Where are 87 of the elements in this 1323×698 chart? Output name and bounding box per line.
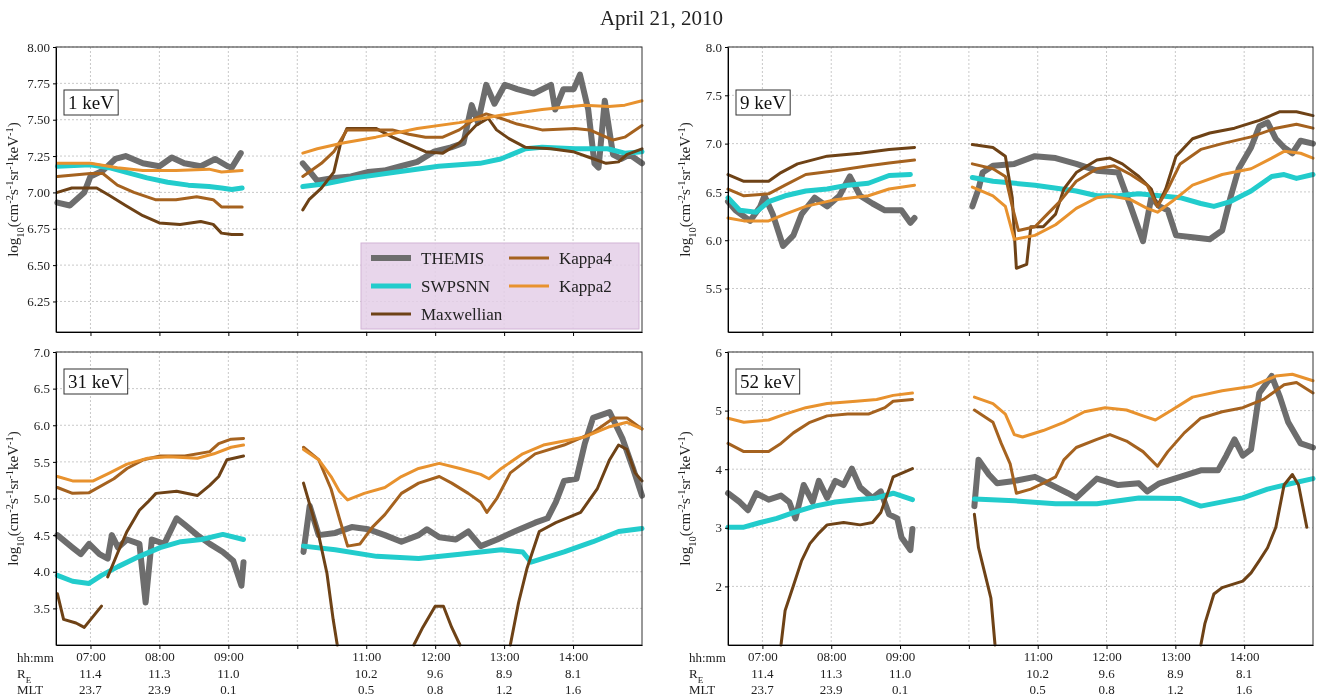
panel-label: 31 keV bbox=[63, 368, 129, 395]
y-tick-label: 7.50 bbox=[27, 112, 50, 128]
y-tick-label: 4 bbox=[715, 461, 723, 477]
text: 23.7 bbox=[751, 681, 775, 697]
x-tick-label: 13:00 bbox=[1161, 649, 1191, 665]
text: 1.2 bbox=[495, 681, 513, 697]
text: 10.2 bbox=[1026, 665, 1050, 681]
text: 0.1 bbox=[220, 681, 237, 697]
text: 11.0 bbox=[888, 665, 912, 681]
x-tick-label: 08:00 bbox=[145, 649, 175, 665]
annotation: 31 keV bbox=[68, 371, 124, 392]
text: R$_{E}$ bbox=[17, 665, 32, 685]
annotation: 9 keV bbox=[740, 92, 787, 113]
text: 1.2 bbox=[1167, 681, 1184, 697]
annotation: 52 keV bbox=[740, 371, 796, 392]
x-tick-label: 07:00 bbox=[748, 649, 778, 665]
text: 11.0 bbox=[217, 665, 240, 681]
x-tick-label: 13:00 bbox=[489, 649, 520, 665]
y-tick-label: 5.0 bbox=[33, 491, 50, 507]
y-tick-label: 5.5 bbox=[33, 454, 50, 470]
x-tick-label: 14:00 bbox=[558, 649, 589, 665]
panel-label: 9 keV bbox=[735, 89, 791, 116]
legend-label: Maxwellian bbox=[421, 305, 503, 324]
y-tick-label: 2 bbox=[715, 579, 722, 595]
text: 0.8 bbox=[1098, 681, 1115, 697]
chart-title: April 21, 2010 bbox=[599, 6, 724, 30]
text: 11.3 bbox=[820, 665, 843, 681]
y-tick-label: 7.0 bbox=[705, 136, 722, 152]
text: 23.9 bbox=[148, 681, 171, 697]
text: 8.1 bbox=[564, 665, 582, 681]
y-tick-label: 7.00 bbox=[27, 185, 50, 201]
text: 9.6 bbox=[427, 665, 444, 681]
x-tick-label: 07:00 bbox=[76, 649, 106, 665]
legend-label: SWPSNN bbox=[421, 277, 490, 296]
text: 11.4 bbox=[79, 665, 103, 681]
x-tick-label: 11:00 bbox=[1023, 649, 1053, 665]
text: 11.3 bbox=[148, 665, 171, 681]
x-tick-label: 11:00 bbox=[352, 649, 382, 665]
text: R$_{E}$ bbox=[689, 665, 704, 685]
x-tick-label: 09:00 bbox=[885, 649, 916, 665]
legend-label: Kappa2 bbox=[559, 277, 612, 296]
text: 8.1 bbox=[1236, 665, 1253, 681]
panel-label: 52 keV bbox=[735, 368, 801, 395]
x-tick-label: 14:00 bbox=[1229, 649, 1260, 665]
y-tick-label: 6.0 bbox=[33, 417, 50, 433]
y-tick-label: 7.25 bbox=[27, 148, 50, 164]
text: 23.7 bbox=[79, 681, 103, 697]
text: 0.1 bbox=[891, 681, 909, 697]
text: 8.9 bbox=[495, 665, 513, 681]
y-tick-label: 3.5 bbox=[33, 601, 50, 617]
y-tick-label: 7.75 bbox=[27, 76, 50, 92]
x-tick-label: 09:00 bbox=[214, 649, 244, 665]
text: 1.6 bbox=[564, 681, 582, 697]
text: 9.6 bbox=[1098, 665, 1116, 681]
text: 1.6 bbox=[1236, 681, 1253, 697]
text: hh:mm bbox=[689, 650, 726, 665]
text: 0.5 bbox=[358, 681, 375, 697]
x-tick-label: 12:00 bbox=[1092, 649, 1122, 665]
y-tick-label: 8.0 bbox=[705, 39, 722, 55]
text: 11.4 bbox=[751, 665, 775, 681]
y-tick-label: 6.50 bbox=[27, 257, 50, 273]
y-tick-label: 3 bbox=[715, 520, 722, 536]
y-tick-label: 6.5 bbox=[33, 381, 50, 397]
y-tick-label: 6.75 bbox=[27, 221, 50, 237]
text: 8.9 bbox=[1167, 665, 1184, 681]
text: 0.5 bbox=[1029, 681, 1046, 697]
x-tick-label: 08:00 bbox=[816, 649, 847, 665]
y-tick-label: 6.0 bbox=[705, 232, 722, 248]
text: 10.2 bbox=[354, 665, 378, 681]
y-tick-label: 7.5 bbox=[705, 87, 722, 103]
text: hh:mm bbox=[17, 650, 54, 665]
text: 0.8 bbox=[427, 681, 444, 697]
y-tick-label: 5 bbox=[715, 403, 722, 419]
y-tick-label: 6.5 bbox=[705, 184, 722, 200]
x-tick-label: 12:00 bbox=[420, 649, 451, 665]
y-tick-label: 4.0 bbox=[33, 564, 50, 580]
legend-label: Kappa4 bbox=[559, 249, 613, 268]
y-tick-label: 5.5 bbox=[705, 281, 722, 297]
y-tick-label: 6.25 bbox=[27, 294, 50, 310]
text: 23.9 bbox=[819, 681, 843, 697]
legend-label: THEMIS bbox=[421, 249, 485, 268]
annotation: 1 keV bbox=[68, 92, 115, 113]
y-tick-label: 7.0 bbox=[33, 344, 50, 360]
y-tick-label: 8.00 bbox=[27, 39, 50, 55]
y-tick-label: 4.5 bbox=[33, 527, 50, 543]
panel-label: 1 keV bbox=[63, 89, 119, 116]
y-tick-label: 6 bbox=[715, 344, 723, 360]
